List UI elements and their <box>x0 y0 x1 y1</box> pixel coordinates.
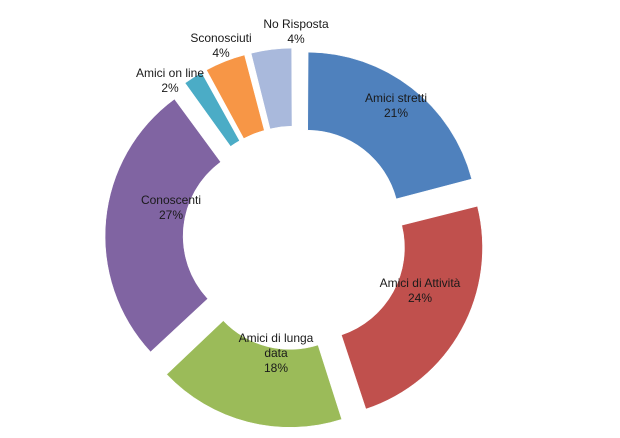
slice-conoscenti <box>104 98 221 353</box>
label-no-risposta: No Risposta 4% <box>263 17 329 46</box>
label-conoscenti: Conoscenti 27% <box>141 193 201 222</box>
label-line: 21% <box>384 106 408 120</box>
label-line: data <box>264 346 288 360</box>
label-line: Amici on line <box>136 66 204 80</box>
label-amici-di-attivita: Amici di Attività 24% <box>380 276 461 305</box>
label-line: Amici di Attività <box>380 276 461 290</box>
label-line: 2% <box>161 81 179 95</box>
label-amici-stretti: Amici stretti 21% <box>365 91 427 120</box>
label-line: 27% <box>159 208 183 222</box>
label-amici-di-lunga-data: Amici di lunga data 18% <box>239 331 314 375</box>
label-line: 18% <box>264 361 288 375</box>
label-line: 4% <box>287 32 305 46</box>
slice-amici-di-attivita <box>341 205 483 410</box>
label-line: Amici stretti <box>365 91 427 105</box>
slice-amici-on-line <box>184 72 240 147</box>
label-line: No Risposta <box>263 17 329 31</box>
label-line: Sconosciuti <box>190 31 251 45</box>
label-line: 4% <box>212 46 230 60</box>
label-line: Conoscenti <box>141 193 201 207</box>
label-sconosciuti: Sconosciuti 4% <box>190 31 251 60</box>
slice-amici-di-lunga-data <box>166 320 343 428</box>
label-line: 24% <box>408 291 432 305</box>
label-line: Amici di lunga <box>239 331 314 345</box>
slice-sconosciuti <box>206 54 265 139</box>
slice-amici-stretti <box>307 51 472 200</box>
slice-no-risposta <box>250 47 293 130</box>
label-amici-on-line: Amici on line 2% <box>136 66 204 95</box>
